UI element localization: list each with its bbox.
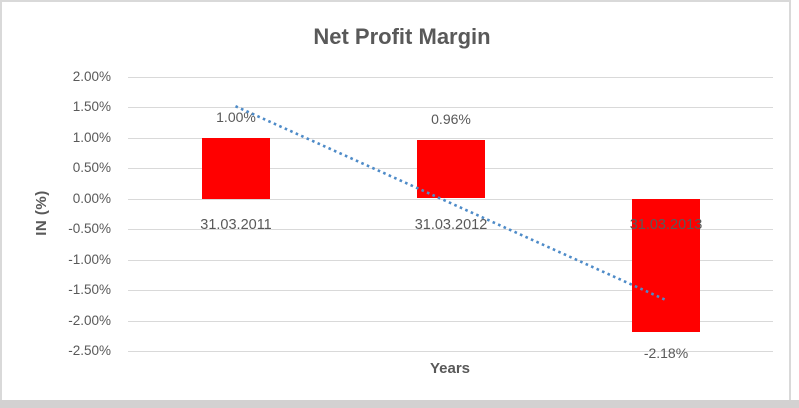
- data-label: 1.00%: [216, 109, 256, 125]
- y-tick-label: 1.00%: [72, 130, 111, 145]
- y-tick-label: -2.50%: [68, 343, 111, 358]
- bar: [417, 140, 485, 198]
- data-label: 0.96%: [431, 111, 471, 127]
- y-tick-label: 1.50%: [72, 99, 111, 114]
- data-label: -2.18%: [643, 345, 689, 361]
- y-tick-label: -2.00%: [68, 313, 111, 328]
- y-tick-label: 2.00%: [72, 69, 111, 84]
- category-label: 31.03.2012: [414, 217, 488, 233]
- gridline: [128, 77, 773, 78]
- chart-title: Net Profit Margin: [313, 24, 491, 49]
- gridline: [128, 321, 773, 322]
- y-tick-label: -1.50%: [68, 282, 111, 297]
- bar: [202, 138, 270, 199]
- y-tick-label: -0.50%: [68, 221, 111, 236]
- gridline: [128, 351, 773, 352]
- chart-border: [0, 0, 791, 400]
- gridline: [128, 107, 773, 108]
- y-axis-title: IN (%): [33, 190, 50, 236]
- x-axis-title: Years: [429, 360, 471, 377]
- y-tick-label: 0.00%: [72, 191, 111, 206]
- category-label: 31.03.2013: [629, 217, 703, 233]
- bottom-strip: [0, 400, 799, 408]
- category-label: 31.03.2011: [200, 217, 272, 233]
- y-tick-label: 0.50%: [72, 160, 111, 175]
- y-tick-label: -1.00%: [68, 252, 111, 267]
